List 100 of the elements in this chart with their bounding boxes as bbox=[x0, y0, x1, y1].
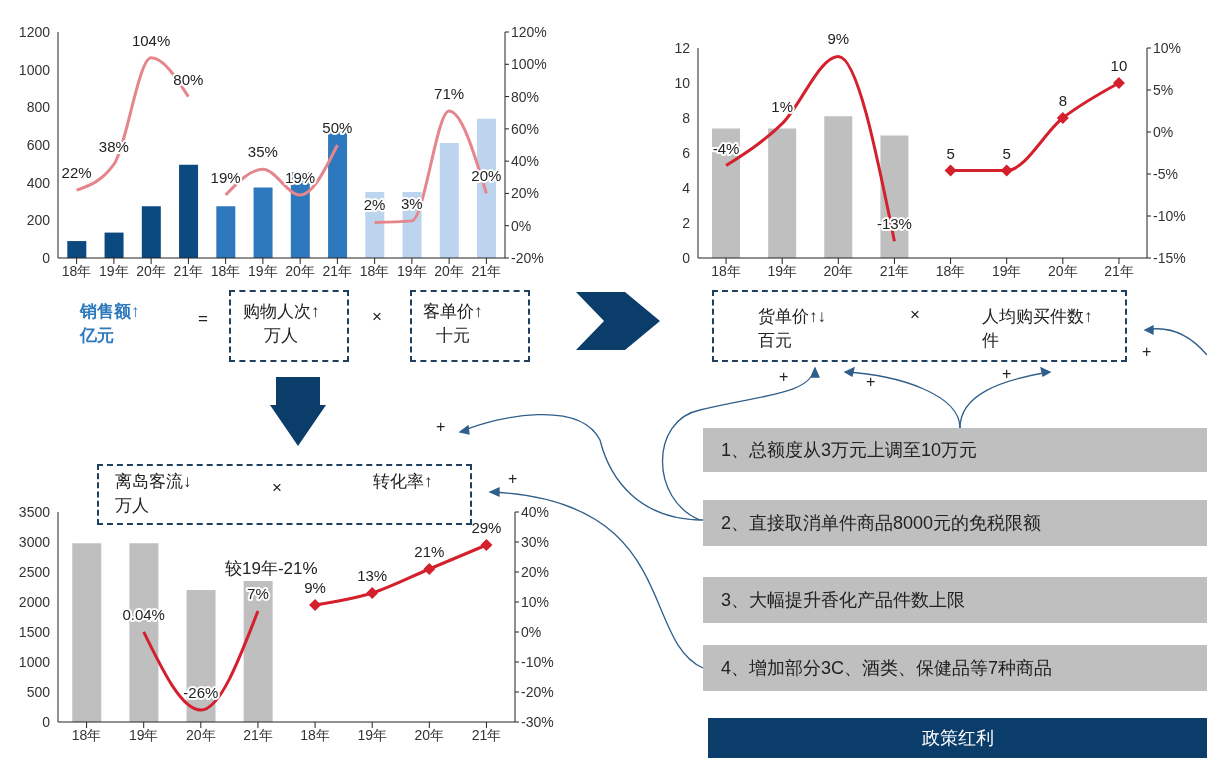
y2-tick-label: 80% bbox=[511, 88, 540, 105]
text: 货单价↑↓ 百元 bbox=[758, 306, 826, 352]
x-tick-label: 19年 bbox=[128, 726, 159, 743]
y-tick-label: 2 bbox=[682, 214, 691, 231]
data-label: 38% bbox=[98, 138, 129, 156]
data-label: 2% bbox=[363, 196, 386, 214]
x-tick-label: 20年 bbox=[1048, 262, 1078, 279]
bar bbox=[216, 206, 236, 258]
bar bbox=[67, 241, 87, 258]
x-tick-label: 20年 bbox=[186, 726, 216, 743]
data-label: 9% bbox=[827, 30, 850, 48]
text: 购物人次↑ 万人 bbox=[243, 301, 320, 347]
data-label: 5 bbox=[1002, 144, 1011, 162]
y-tick-label: 0 bbox=[682, 249, 691, 266]
text: 4、增加部分3C、酒类、保健品等7种商品 bbox=[703, 645, 1207, 691]
data-label: 19% bbox=[210, 169, 241, 187]
point bbox=[1112, 77, 1125, 89]
y-tick-label: 12 bbox=[674, 39, 691, 56]
y-tick-label: 3000 bbox=[18, 533, 51, 550]
data-label: 35% bbox=[247, 143, 278, 161]
y-tick-label: 10 bbox=[674, 74, 691, 91]
text: + bbox=[1142, 343, 1152, 361]
y2-tick-label: 60% bbox=[511, 120, 540, 137]
x-tick-label: 20年 bbox=[823, 262, 854, 279]
x-tick-label: 19年 bbox=[991, 262, 1022, 279]
y2-tick-label: -30% bbox=[521, 713, 554, 730]
data-label: 9% bbox=[304, 579, 326, 596]
y2-tick-label: 10% bbox=[1153, 39, 1182, 56]
text: × bbox=[272, 477, 282, 499]
y-tick-label: 3500 bbox=[18, 503, 51, 520]
y2-tick-label: 40% bbox=[511, 153, 540, 170]
x-tick-label: 18年 bbox=[711, 262, 741, 279]
x-tick-label: 20年 bbox=[136, 262, 166, 279]
annotation: 离岛客流↓ 万人 bbox=[115, 471, 192, 517]
text: 1、总额度从3万元上调至10万元 bbox=[703, 428, 1207, 472]
y2-tick-label: -10% bbox=[1153, 207, 1186, 224]
point bbox=[480, 539, 493, 551]
x-tick-label: 20年 bbox=[434, 262, 464, 279]
data-label: 80% bbox=[173, 70, 204, 88]
data-label: 1% bbox=[771, 97, 794, 115]
text: 客单价↑ 十元 bbox=[423, 301, 483, 347]
annotation: 较19年-21% bbox=[225, 559, 318, 578]
data-label: 3% bbox=[401, 194, 423, 212]
text: 人均购买件数↑ 件 bbox=[982, 306, 1093, 352]
x-tick-label: 18年 bbox=[61, 262, 92, 279]
data-label: 13% bbox=[357, 567, 388, 584]
x-tick-label: 18年 bbox=[359, 262, 390, 279]
y-tick-label: 2000 bbox=[18, 593, 51, 610]
text: + bbox=[1002, 365, 1012, 383]
point bbox=[1056, 112, 1069, 124]
y-tick-label: 8 bbox=[682, 109, 691, 126]
bar bbox=[824, 116, 853, 258]
bar bbox=[768, 128, 797, 258]
x-tick-label: 19年 bbox=[248, 262, 278, 279]
x-tick-label: 21年 bbox=[471, 262, 502, 279]
x-tick-label: 21年 bbox=[173, 262, 204, 279]
y-tick-label: 200 bbox=[26, 212, 51, 229]
y-tick-label: 6 bbox=[682, 144, 691, 161]
x-tick-label: 19年 bbox=[397, 262, 427, 279]
y-tick-label: 1200 bbox=[18, 23, 51, 40]
text: 转化率↑ bbox=[373, 471, 433, 493]
x-tick-label: 21年 bbox=[243, 726, 273, 743]
data-label: 71% bbox=[434, 85, 465, 103]
y2-tick-label: 100% bbox=[511, 56, 547, 73]
data-label: 20% bbox=[471, 167, 502, 185]
data-label: 29% bbox=[471, 519, 502, 536]
y-tick-label: 0 bbox=[42, 249, 51, 266]
x-tick-label: 20年 bbox=[285, 262, 315, 279]
data-label: 104% bbox=[131, 31, 171, 49]
y-tick-label: 1000 bbox=[18, 653, 51, 670]
y2-tick-label: 120% bbox=[511, 23, 547, 40]
text: + bbox=[436, 418, 446, 436]
x-tick-label: 21年 bbox=[322, 262, 353, 279]
y2-tick-label: -10% bbox=[521, 653, 554, 670]
data-label: 8 bbox=[1058, 92, 1067, 109]
y2-tick-label: -20% bbox=[521, 683, 554, 700]
x-tick-label: 18年 bbox=[935, 262, 966, 279]
x-tick-label: 20年 bbox=[414, 726, 445, 743]
text: + bbox=[508, 470, 518, 488]
x-tick-label: 21年 bbox=[1104, 262, 1134, 279]
point bbox=[309, 599, 322, 611]
bar bbox=[141, 206, 161, 258]
y-tick-label: 0 bbox=[42, 713, 51, 730]
data-label: 10 bbox=[1110, 57, 1128, 74]
bar bbox=[72, 543, 102, 722]
x-tick-label: 18年 bbox=[71, 726, 102, 743]
text: + bbox=[779, 368, 789, 386]
y2-tick-label: -5% bbox=[1153, 165, 1178, 182]
data-label: 21% bbox=[414, 543, 445, 560]
y2-tick-label: -20% bbox=[511, 249, 544, 266]
point bbox=[366, 587, 379, 599]
y-tick-label: 2500 bbox=[18, 563, 51, 580]
text: + bbox=[866, 373, 876, 391]
x-tick-label: 21年 bbox=[471, 726, 502, 743]
y2-tick-label: -15% bbox=[1153, 249, 1186, 266]
y-tick-label: 800 bbox=[26, 99, 51, 116]
text: 销售额↑ 亿元 bbox=[80, 301, 140, 347]
y-tick-label: 500 bbox=[26, 683, 51, 700]
y2-tick-label: 30% bbox=[521, 533, 550, 550]
bar bbox=[104, 232, 124, 258]
